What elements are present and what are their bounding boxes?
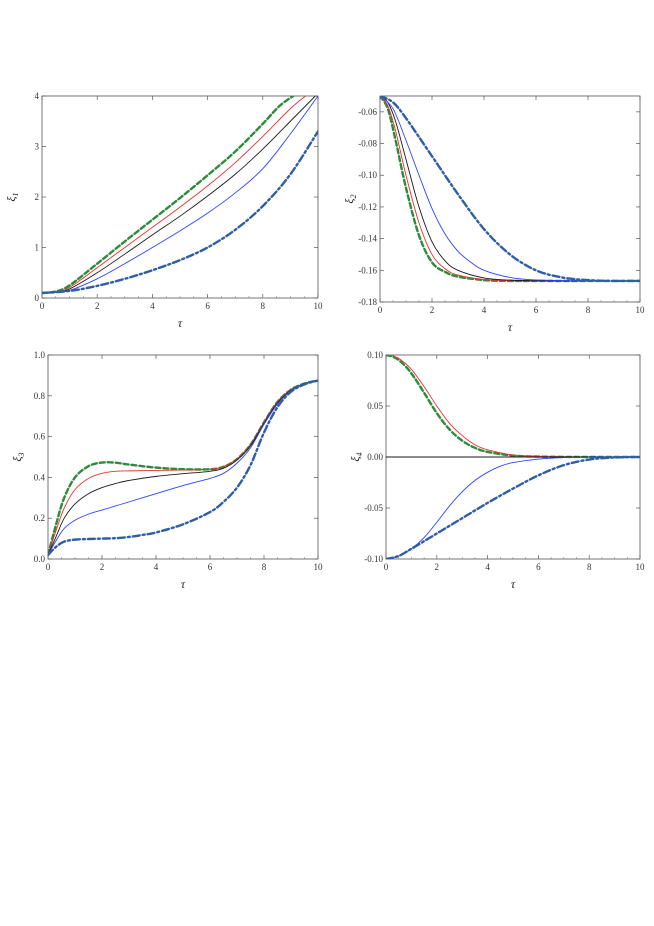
series-line-blue-solid [380,96,640,282]
series-line-blue-dashdot [42,130,318,295]
x-tick-label: 6 [205,301,210,311]
x-tick-label: 4 [154,562,159,572]
x-tick-label: 0 [378,305,383,315]
y-tick-label: -0.10 [358,170,377,180]
y-tick-label: 3 [35,142,40,152]
y-tick-label: -0.06 [358,107,377,117]
series-line-blue-solid [48,380,318,556]
series-line-red-solid [48,380,318,556]
x-axis-label: τ [511,577,516,591]
y-tick-label: -0.12 [358,202,377,212]
series-line-red-solid [42,96,307,294]
plot-frame [47,354,319,560]
series-line-blue-dashdot [386,455,640,559]
x-tick-label: 6 [536,562,541,572]
y-tick-label: 0.10 [367,350,383,360]
x-tick-label: 2 [435,562,440,572]
panel-xi3: 0 2 4 6 8 10 0.0 0.2 0.4 0.6 0.8 1.0 τ ξ3 [10,350,323,591]
x-tick-label: 8 [586,305,591,315]
x-tick-label: 10 [314,562,324,572]
y-tick-label: 0 [35,293,40,303]
series-line-blue-solid [42,96,318,294]
series-line-green-dashed [48,379,318,557]
x-tick-label: 2 [100,562,105,572]
x-tick-label: 0 [46,562,51,572]
y-tick-label: -0.14 [358,234,377,244]
y-tick-label: 0.05 [367,401,383,411]
y-tick-label: 1 [35,243,40,253]
y-axis-label: ξ4 [348,452,364,461]
y-tick-label: -0.08 [358,139,377,149]
y-axis-label: ξ1 [4,192,20,201]
panel-xi1: 0 2 4 6 8 10 0 1 2 3 4 τ ξ1 [4,91,323,330]
y-tick-label: -0.18 [358,297,377,307]
series-line-green-dashed [386,355,640,459]
series-line-blue-dashdot [48,379,318,557]
x-tick-label: 6 [534,305,539,315]
series-line-blue-solid [386,456,640,559]
y-tick-label: 2 [35,192,40,202]
x-tick-label: 10 [636,562,646,572]
series-line-blue-dashdot [380,96,640,283]
y-tick-label: -0.05 [364,503,383,513]
x-axis-label: τ [508,320,513,334]
y-tick-label: 1.0 [34,350,46,360]
y-tick-label: -0.16 [358,265,377,275]
x-tick-label: 10 [636,305,646,315]
y-axis-label: ξ2 [342,194,358,203]
series-line-black-solid [42,96,316,294]
x-tick-label: 10 [314,301,324,311]
x-tick-label: 8 [261,301,266,311]
x-tick-label: 4 [482,305,487,315]
y-tick-label: 0.4 [34,472,46,482]
y-tick-label: 0.2 [34,513,45,523]
series-line-black-solid [380,96,640,282]
x-tick-label: 0 [40,301,45,311]
y-tick-label: 0.6 [34,432,46,442]
y-axis-label: ξ3 [10,452,26,461]
series-line-black-solid [48,380,318,556]
x-axis-label: τ [181,577,186,591]
x-tick-label: 0 [384,562,389,572]
y-tick-label: 0.8 [34,391,46,401]
y-tick-label: -0.10 [364,554,383,564]
panel-xi4: 0 2 4 6 8 10 0.10 0.05 0.00 -0.05 -0.10 τ ξ4 [348,350,645,591]
x-tick-label: 8 [587,562,592,572]
x-axis-label: τ [178,316,183,330]
x-tick-label: 4 [150,301,155,311]
x-tick-label: 4 [485,562,490,572]
y-tick-label: 0.00 [367,452,383,462]
plot-frame [379,95,641,303]
panel-xi2: 0 2 4 6 8 10 -0.06 -0.08 -0.10 -0.12 -0.14 -0.16 -0.… [342,95,646,334]
x-tick-label: 8 [262,562,267,572]
y-tick-label: 0.0 [34,554,46,564]
series-line-green-dashed [42,96,295,295]
series-line-red-solid [386,355,640,458]
y-tick-label: 4 [35,91,40,101]
x-tick-label: 2 [95,301,100,311]
x-tick-label: 6 [208,562,213,572]
x-tick-label: 2 [430,305,435,315]
